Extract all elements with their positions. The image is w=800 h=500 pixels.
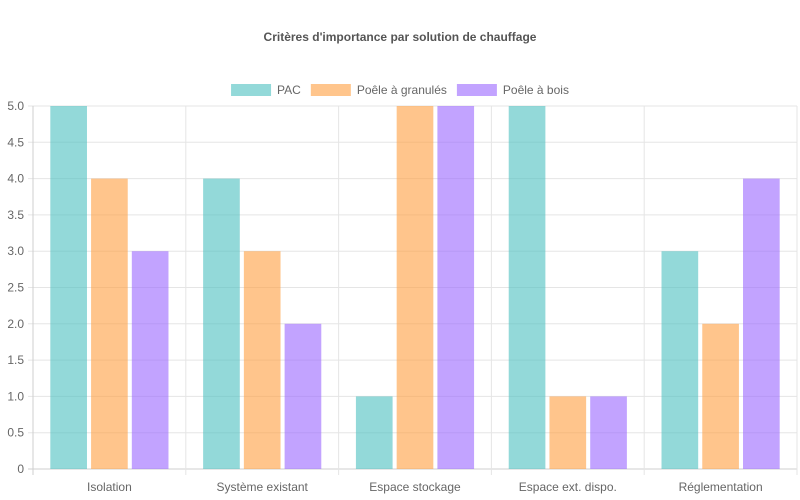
legend-swatch	[310, 84, 351, 96]
y-tick-label: 2.0	[7, 317, 24, 331]
y-tick-label: 4.0	[7, 172, 24, 186]
x-tick-label: Réglementation	[679, 480, 763, 494]
bar	[131, 251, 169, 469]
x-tick-label: Espace ext. dispo.	[519, 480, 617, 494]
y-tick-label: 3.5	[7, 208, 24, 222]
y-tick-label: 1.5	[7, 353, 24, 367]
y-tick-label: 0.5	[7, 426, 24, 440]
x-tick-label: Espace stockage	[369, 480, 461, 494]
y-tick-label: 4.5	[7, 135, 24, 149]
bar	[91, 178, 128, 469]
legend-swatch	[231, 84, 272, 96]
y-tick-label: 5.0	[7, 99, 24, 113]
legend-label: Poêle à bois	[503, 83, 569, 97]
y-tick-label: 2.5	[7, 281, 24, 295]
legend-label: PAC	[277, 83, 301, 97]
bar	[549, 396, 587, 469]
y-tick-label: 0	[17, 462, 24, 476]
legend-label: Poêle à granulés	[357, 83, 447, 97]
legend-swatch	[456, 84, 497, 96]
bar	[661, 251, 699, 469]
bar	[590, 396, 627, 469]
bar	[355, 396, 393, 469]
bar	[243, 251, 281, 469]
bar	[743, 178, 780, 469]
x-tick-label: Système existant	[217, 480, 309, 494]
bar	[50, 106, 87, 469]
y-axis: 0 0.5 1.0 1.5 2.0 2.5 3.0 3.5 4.0 4.5 5.0	[7, 99, 24, 476]
legend: PAC Poêle à granulés Poêle à bois	[231, 83, 569, 97]
bar	[203, 178, 240, 469]
bar	[702, 323, 739, 469]
bars	[50, 106, 780, 469]
chart-title: Critères d'importance par solution de ch…	[264, 30, 537, 44]
x-tick-label: Isolation	[87, 480, 132, 494]
bar	[396, 106, 434, 469]
bar	[508, 106, 546, 469]
bar	[284, 323, 322, 469]
y-tick-label: 3.0	[7, 244, 24, 258]
y-tick-label: 1.0	[7, 389, 24, 403]
bar	[437, 106, 475, 469]
x-axis: Isolation Système existant Espace stockage…	[87, 480, 763, 494]
